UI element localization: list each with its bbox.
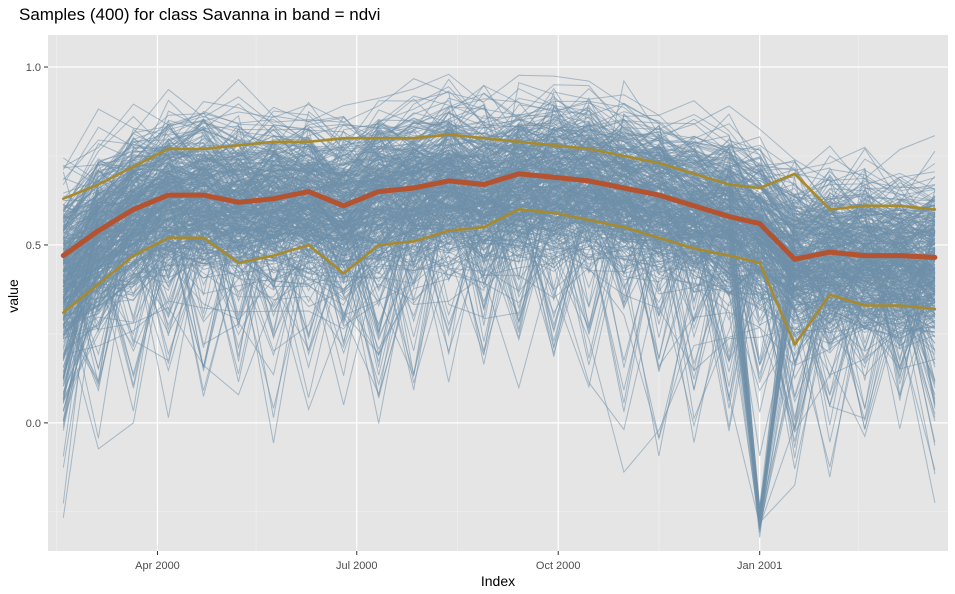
x-tick-label: Apr 2000 <box>135 560 180 572</box>
sample-line <box>63 239 935 338</box>
sample-line <box>62 144 936 356</box>
sample-line <box>63 126 936 257</box>
x-axis: Apr 2000 Jul 2000 Oct 2000 Jan 2001 <box>135 551 782 572</box>
sample-line <box>63 104 935 261</box>
sample-line <box>62 160 936 316</box>
sample-line <box>62 193 936 522</box>
sample-line <box>62 127 935 518</box>
sample-line <box>62 109 936 326</box>
sample-line <box>62 155 936 429</box>
sample-line <box>62 78 935 259</box>
sample-line <box>62 113 936 247</box>
sample-line <box>62 267 936 441</box>
upper-quantile-line <box>61 133 937 211</box>
sample-line <box>62 127 936 289</box>
sample-line <box>62 124 936 364</box>
y-axis: 0.0 0.5 1.0 <box>26 62 48 430</box>
x-axis-label: Index <box>481 573 515 589</box>
sample-line <box>62 233 936 339</box>
x-tick-label: Oct 2000 <box>536 560 581 572</box>
y-tick-label: 0.5 <box>26 240 41 252</box>
median-line <box>60 171 938 262</box>
sample-line <box>63 155 936 387</box>
lower-quantile-line <box>61 208 937 346</box>
sample-line <box>62 118 936 255</box>
chart-title: Samples (400) for class Savanna in band … <box>19 5 380 24</box>
x-tick-label: Jul 2000 <box>336 560 378 572</box>
y-tick-label: 1.0 <box>26 62 41 74</box>
sample-series-lines <box>62 73 936 538</box>
sample-line <box>62 85 936 276</box>
y-tick-label: 0.0 <box>26 418 41 430</box>
sample-line <box>62 143 936 333</box>
sample-line <box>62 181 936 337</box>
sample-line <box>62 200 936 533</box>
sample-line <box>63 96 936 254</box>
y-axis-label: value <box>5 279 21 313</box>
summary-series-lines <box>60 133 938 346</box>
sample-line <box>62 93 936 212</box>
x-tick-label: Jan 2001 <box>737 560 782 572</box>
sample-line <box>62 98 936 396</box>
sample-line <box>63 74 936 189</box>
sample-line <box>62 119 936 420</box>
sample-line <box>62 133 935 288</box>
sample-line <box>62 185 935 321</box>
